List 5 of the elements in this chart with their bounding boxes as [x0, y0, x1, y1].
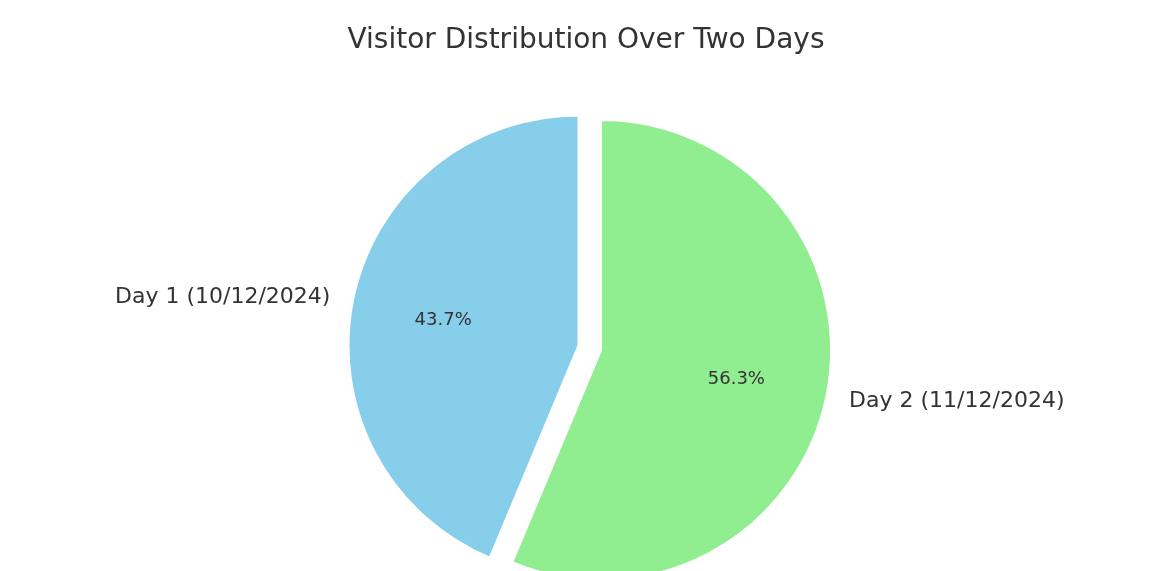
- data-label: 56.3%: [707, 366, 765, 388]
- chart-title: Visitor Distribution Over Two Days: [347, 22, 825, 55]
- slice-label: Day 2 (11/12/2024): [849, 387, 1065, 413]
- data-label: 43.7%: [414, 307, 472, 329]
- slice-label: Day 1 (10/12/2024): [115, 283, 331, 309]
